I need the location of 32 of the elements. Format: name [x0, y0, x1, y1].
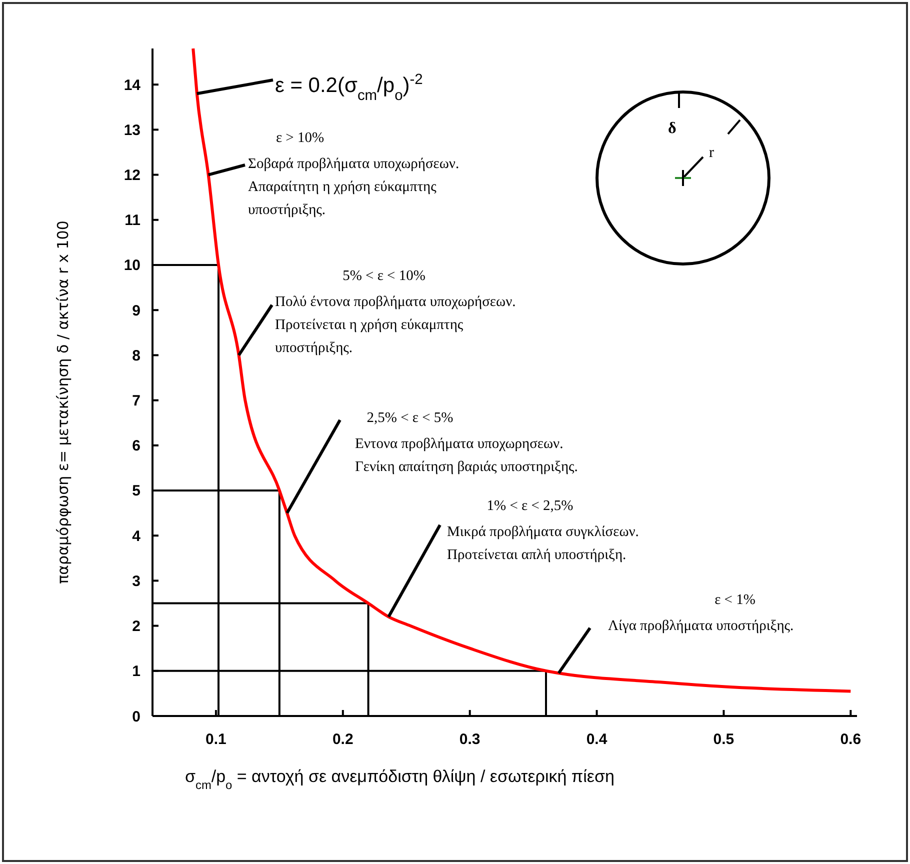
annotation: ε = 0.2(σ$_{cm}$/p$_{o}$)$^{-2}$ — [275, 72, 423, 104]
y-tick-label: 12 — [124, 167, 140, 184]
annotation: r — [709, 145, 714, 161]
y-tick-label: 9 — [132, 302, 140, 320]
y-tick-label: 7 — [132, 392, 140, 410]
y-axis-title: παραμόρφωση ε= μετακίνηση δ / ακτίνα r x 100 — [54, 220, 72, 584]
annotation: ε > 10% Σοβαρά προβλήματα υποχωρήσεων. Απαραίτητη η χρήση εύκαμπτης υποστήριξης. — [248, 130, 460, 218]
y-tick-label: 11 — [124, 212, 140, 230]
y-tick-label: 1 — [132, 663, 140, 680]
y-tick-label: 8 — [132, 347, 140, 364]
x-tick-label: 0.1 — [206, 731, 226, 748]
annotation: ε < 1% Λίγα προβλήματα υποστήριξης. — [608, 592, 794, 634]
y-tick-label: 0 — [132, 708, 140, 726]
annotation: 5% < ε < 10% Πολύ έντονα προβλήματα υποχωρήσεων. Προτείνεται η χρήση εύκαμπτης υποστήριξης. — [275, 268, 516, 356]
annotation: 2,5% < ε < 5% Εντονα προβλήματα υποχωρησεων. Γενίκη απαίτηση βαριάς υποστηριξης. — [355, 410, 578, 475]
annotation: δ — [668, 120, 676, 137]
annotation: 1% < ε < 2,5% Μικρά προβλήματα συγκλίσεων. Προτείνεται απλή υποστήριξη. — [447, 498, 639, 563]
x-tick-label: 0.3 — [459, 731, 480, 748]
x-tick-label: 0.2 — [332, 731, 354, 748]
y-tick-label: 2 — [132, 618, 140, 636]
y-tick-label: 6 — [132, 438, 140, 455]
y-tick-label: 14 — [124, 76, 142, 94]
x-tick-label: 0.5 — [713, 731, 734, 748]
x-axis-title: σ$_{cm}$/p$_{o}$ = αντοχή σε ανεμπόδιστη θλίψη / εσωτερική πίεση — [185, 767, 614, 792]
y-tick-label: 10 — [124, 257, 140, 274]
x-tick-label: 0.4 — [586, 731, 608, 748]
y-tick-label: 4 — [132, 528, 142, 545]
line-series — [192, 47, 852, 693]
y-tick-label: 3 — [132, 572, 140, 590]
x-tick-label: 0.6 — [840, 731, 862, 748]
y-tick-label: 13 — [124, 122, 140, 139]
y-tick-label: 5 — [132, 482, 140, 500]
